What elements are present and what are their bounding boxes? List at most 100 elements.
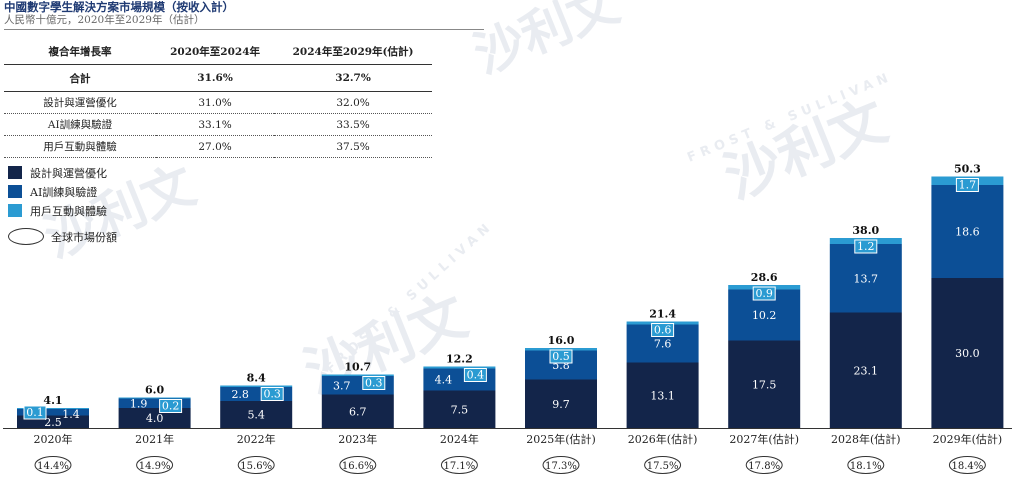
x-tick-label: 2021年 xyxy=(135,432,174,446)
share-oval xyxy=(339,456,377,474)
data-label: 7.5 xyxy=(451,403,469,416)
chart-header: 中國數字學生解決方案市場規模（按收入計） 人民幣十億元，2020年至2029年（… xyxy=(4,0,484,30)
cagr-header-period-2: 2024年至2029年(估計) xyxy=(274,38,432,65)
share-label: 17.1% xyxy=(444,461,476,472)
x-tick-label: 2028年(估計) xyxy=(831,432,901,446)
data-label-box xyxy=(362,376,386,390)
bar-segment xyxy=(17,408,89,409)
share-oval xyxy=(745,456,783,474)
legend-label: AI訓練與驗證 xyxy=(30,185,98,199)
data-label: 13.7 xyxy=(854,272,879,285)
data-label: 0.4 xyxy=(467,369,485,382)
share-label: 18.4% xyxy=(952,461,984,472)
share-oval xyxy=(136,456,174,474)
data-label-box xyxy=(955,178,979,192)
x-tick-label: 2020年 xyxy=(34,432,73,446)
bar-segment xyxy=(423,390,496,428)
oval-icon xyxy=(8,228,44,245)
x-tick-label: 2026年(估計) xyxy=(628,432,698,446)
cagr-row-value-1: 27.0% xyxy=(156,135,275,158)
cagr-row-value-2: 33.5% xyxy=(274,113,432,136)
chart-legend: 設計與運營優化 AI訓練與驗證 用戶互動與體驗 全球市場份額 xyxy=(8,163,117,245)
share-label: 14.4% xyxy=(37,461,69,472)
bar-segment xyxy=(423,366,496,369)
share-label: 16.6% xyxy=(342,461,374,472)
cagr-row-value-2: 32.0% xyxy=(274,91,432,114)
data-label-box xyxy=(752,286,776,301)
total-label: 21.4 xyxy=(649,308,676,321)
bar-segment xyxy=(525,348,597,351)
bar-segment xyxy=(118,398,191,408)
x-tick-label: 2029年(估計) xyxy=(933,432,1003,446)
data-label: 0.3 xyxy=(263,388,281,401)
share-oval xyxy=(948,456,986,474)
data-label-box xyxy=(23,405,47,420)
data-label: 18.6 xyxy=(955,226,980,239)
legend-swatch xyxy=(8,185,22,198)
cagr-header-period-1: 2020年至2024年 xyxy=(156,38,275,65)
data-label: 1.7 xyxy=(959,179,977,192)
legend-swatch xyxy=(8,166,22,179)
data-label: 5.4 xyxy=(247,409,265,422)
data-label: 2.8 xyxy=(231,388,249,401)
data-label: 0.1 xyxy=(26,406,44,419)
data-label: 0.5 xyxy=(552,350,570,363)
cagr-header-label: 複合年增長率 xyxy=(4,38,156,65)
data-label-box xyxy=(651,323,675,337)
chart-title: 中國數字學生解決方案市場規模（按收入計） xyxy=(4,0,234,14)
bar-segment xyxy=(220,385,293,387)
data-label: 4.4 xyxy=(435,374,453,387)
legend-item: 設計與運營優化 xyxy=(8,163,117,182)
cagr-row-value-1: 33.1% xyxy=(156,113,275,136)
bar-segment xyxy=(220,401,293,428)
total-label: 12.2 xyxy=(446,353,473,366)
cagr-total-value-2: 32.7% xyxy=(274,64,432,92)
data-label-box xyxy=(159,399,183,413)
data-label: 9.7 xyxy=(552,398,570,411)
share-label: 18.1% xyxy=(850,461,882,472)
cagr-row-value-2: 37.5% xyxy=(274,135,432,158)
share-label: 17.5% xyxy=(647,461,679,472)
share-oval xyxy=(440,456,478,474)
legend-item-share: 全球市場份額 xyxy=(8,228,117,245)
data-label: 23.1 xyxy=(854,364,879,377)
share-oval xyxy=(542,456,580,474)
data-label: 0.9 xyxy=(755,287,773,300)
data-label: 1.9 xyxy=(130,397,148,410)
bar-segment xyxy=(626,362,699,428)
x-tick-label: 2027年(估計) xyxy=(729,432,799,446)
data-label: 6.7 xyxy=(349,405,367,418)
legend-label: 用戶互動與體驗 xyxy=(30,204,107,218)
share-oval xyxy=(34,456,72,474)
share-label: 17.3% xyxy=(545,461,577,472)
chart-subtitle: 人民幣十億元，2020年至2029年（估計） xyxy=(4,14,484,30)
total-label: 16.0 xyxy=(548,334,575,347)
share-oval xyxy=(644,456,682,474)
share-label: 14.9% xyxy=(139,461,171,472)
bar-segment xyxy=(321,374,394,376)
legend-share-label: 全球市場份額 xyxy=(51,230,117,244)
bar-segment xyxy=(118,397,191,399)
share-label: 15.6% xyxy=(240,461,272,472)
total-label: 38.0 xyxy=(852,224,879,237)
total-label: 4.1 xyxy=(43,394,62,407)
cagr-total-value-1: 31.6% xyxy=(156,64,275,92)
legend-label: 設計與運營優化 xyxy=(30,166,107,180)
data-label: 0.2 xyxy=(162,400,180,413)
data-label: 13.1 xyxy=(650,389,675,402)
data-label: 0.3 xyxy=(365,377,383,390)
x-tick-label: 2024年 xyxy=(440,432,479,446)
bar-segment xyxy=(321,394,394,428)
legend-item: AI訓練與驗證 xyxy=(8,182,117,201)
x-tick-label: 2022年 xyxy=(237,432,276,446)
data-label: 1.2 xyxy=(857,240,875,253)
data-label: 1.4 xyxy=(62,408,80,421)
cagr-row-value-1: 31.0% xyxy=(156,91,275,114)
total-label: 28.6 xyxy=(751,271,778,284)
share-oval xyxy=(237,456,275,474)
share-label: 17.8% xyxy=(748,461,780,472)
data-label: 4.0 xyxy=(146,412,164,425)
cagr-total-label: 合計 xyxy=(4,64,156,92)
cagr-row-label: AI訓練與驗證 xyxy=(4,113,156,136)
